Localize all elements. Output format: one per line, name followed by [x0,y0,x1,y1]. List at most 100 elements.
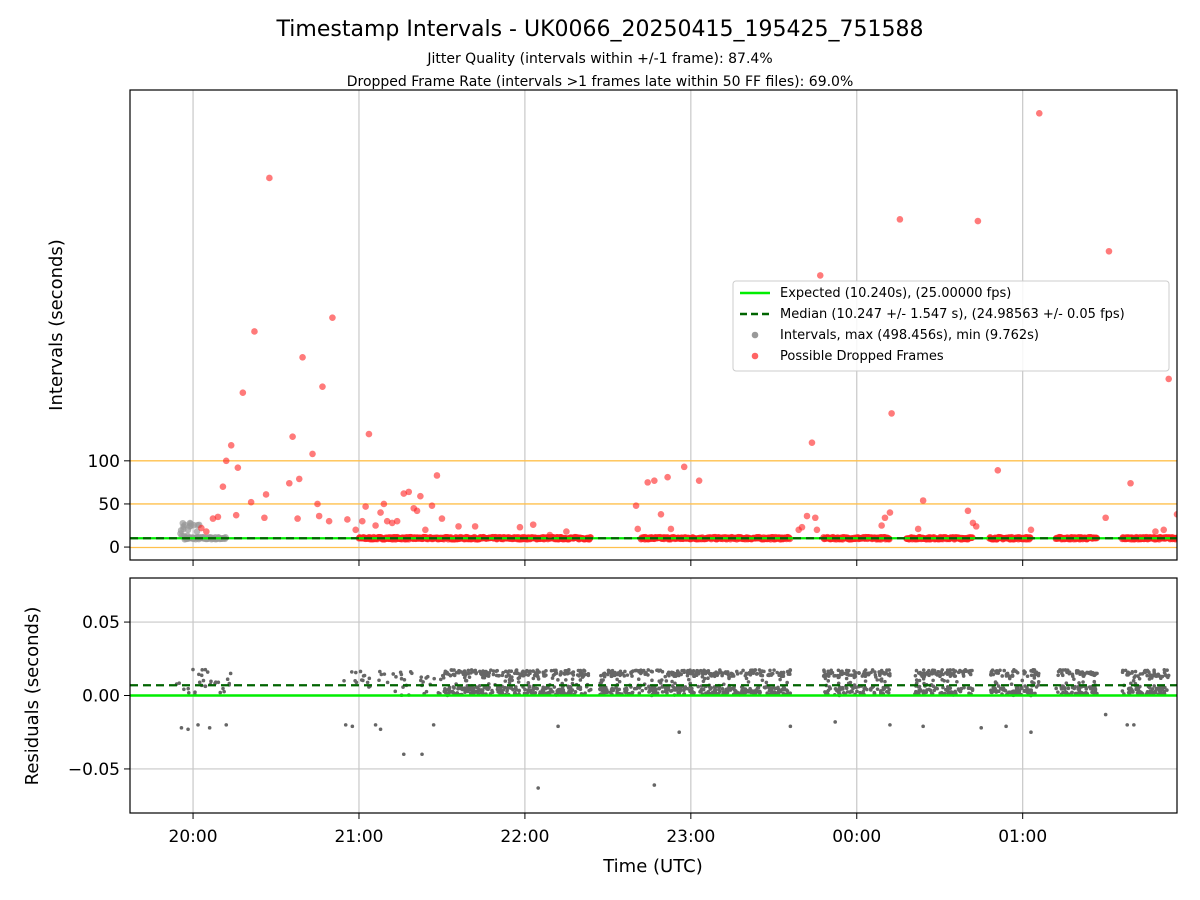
residual-point [420,752,424,757]
x-tick-label: 20:00 [169,827,218,847]
residual-point [402,677,407,682]
residual-point [875,687,880,691]
residual-point [509,685,513,690]
residual-point [775,670,779,675]
residual-point [1036,679,1041,684]
residual-point [996,671,1001,675]
dropped-frame-point [563,528,570,535]
residual-point [517,675,522,680]
residual-point [927,668,931,673]
residual-point [463,687,467,692]
residual-point [753,691,758,695]
residual-point [835,688,839,693]
residual-point [964,669,968,674]
residual-point [1014,669,1018,674]
dropped-frame-point [813,526,821,534]
residual-point [1020,678,1025,683]
residual-point [1081,674,1086,678]
residual-point [683,686,688,691]
residual-point [559,670,563,674]
dropped-frame-point [372,522,379,529]
dropped-frame-point [919,497,927,504]
residual-point [203,667,208,672]
residual-point [968,672,973,677]
residual-point [1103,712,1108,717]
dropped-frame-point [972,523,980,530]
residual-point [993,680,998,684]
top-y-tick-label: 50 [98,495,120,515]
residual-point [994,690,999,694]
interval-point [177,530,184,537]
dropped-frame-point [1160,526,1168,534]
residual-point [1084,690,1088,695]
residual-point [535,671,539,675]
dropped-frame-point [886,509,894,516]
residual-point [564,678,568,682]
residual-point [648,686,652,691]
residual-point [1014,687,1019,691]
residual-point [650,678,654,683]
residual-point [1032,676,1037,680]
residual-point [463,690,467,694]
dropped-frame-point [816,272,824,279]
residual-point [996,684,1001,688]
residual-point [842,671,846,676]
residual-point [887,668,891,672]
residual-point [701,687,706,692]
dropped-frame-point [808,439,816,447]
residual-point [657,686,661,691]
residual-point [1137,676,1142,681]
residual-point [441,673,446,678]
residual-point [224,723,229,727]
residual-point [777,673,781,678]
residual-point [494,673,499,678]
residual-point [474,670,479,675]
residual-point [634,686,639,691]
residual-point [863,679,868,683]
residual-point [826,679,831,683]
residual-point [469,671,473,675]
residual-point [1092,679,1097,684]
residual-point [955,680,959,684]
dropped-frame-point [413,507,421,515]
dropped-frame-point [1127,479,1134,487]
residual-point [913,673,918,678]
residual-point [546,691,551,695]
dropped-frame-point [358,517,366,525]
bottom-panel: 0.05 0.00 −0.05 20:00 21:00 22:00 23:00 00:00 01… [68,577,1178,847]
residual-point [588,687,593,692]
residual-point [844,686,849,691]
residual-point [754,672,759,676]
residual-point [1121,668,1125,673]
residual-point [456,686,460,691]
residual-point [379,672,384,677]
residual-point [1160,674,1165,679]
residual-point [466,688,471,693]
dropped-frame-point [881,514,889,522]
bottom-y-tick-label: −0.05 [68,760,120,780]
dropped-frame-point [888,410,895,417]
dropped-frame-point [529,521,537,528]
residual-point [424,689,429,694]
residual-point [768,668,772,673]
bottom-y-tick-label: 0.00 [82,687,120,707]
residual-point [649,669,654,674]
residual-point [471,687,475,692]
residual-point [467,675,472,679]
residual-point [760,673,765,678]
residual-point [841,687,845,691]
dropped-frame-point [209,515,217,522]
residual-point [599,673,603,678]
residual-point [615,677,619,682]
residual-point [675,671,679,676]
residual-point [373,723,378,727]
dropped-frame-point [251,328,258,335]
residual-point [463,678,468,683]
residual-point [739,671,743,675]
residual-point [1006,673,1010,678]
residual-point [1147,677,1152,681]
residual-point [770,671,775,676]
dropped-frame-point [214,513,222,521]
residual-point [921,668,926,672]
residual-point [598,687,602,691]
